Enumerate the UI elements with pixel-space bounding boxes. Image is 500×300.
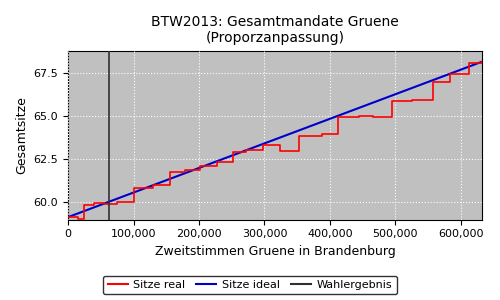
Title: BTW2013: Gesamtmandate Gruene
(Proporzanpassung): BTW2013: Gesamtmandate Gruene (Proporzan…	[151, 15, 399, 45]
Y-axis label: Gesamtsitze: Gesamtsitze	[15, 96, 28, 174]
Legend: Sitze real, Sitze ideal, Wahlergebnis: Sitze real, Sitze ideal, Wahlergebnis	[103, 276, 397, 294]
X-axis label: Zweitstimmen Gruene in Brandenburg: Zweitstimmen Gruene in Brandenburg	[154, 245, 396, 258]
